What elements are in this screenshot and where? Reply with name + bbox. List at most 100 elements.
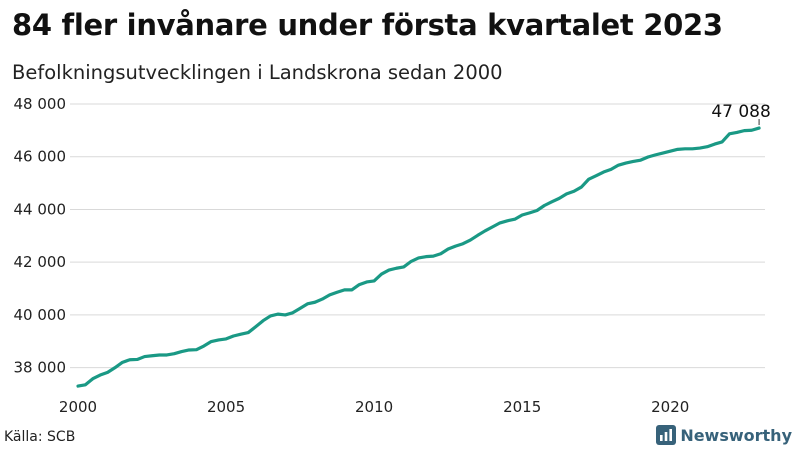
data-point (461, 242, 465, 245)
data-point (735, 131, 739, 134)
data-point (565, 192, 568, 196)
data-point (173, 352, 176, 355)
x-tick-label: 2000 (59, 398, 97, 416)
data-point (395, 267, 398, 270)
data-point (76, 384, 80, 388)
data-point (632, 160, 635, 163)
last-value-annotation: 47 088 (711, 102, 770, 122)
data-point (106, 371, 109, 374)
data-point (143, 355, 146, 358)
data-point (158, 353, 161, 357)
data-point (232, 334, 235, 338)
data-point (254, 325, 257, 328)
brand-logo[interactable]: Newsworthy (656, 425, 792, 445)
data-point (609, 168, 613, 171)
data-point (483, 229, 487, 233)
data-point (520, 213, 524, 217)
data-point (291, 311, 294, 314)
data-point (550, 200, 553, 204)
data-point (269, 314, 272, 318)
newsworthy-logo-icon (656, 425, 677, 445)
data-point (676, 148, 679, 151)
data-point (150, 354, 154, 357)
data-point (743, 129, 746, 132)
data-point (491, 225, 494, 229)
data-point (387, 268, 391, 272)
data-point (713, 142, 716, 146)
y-tick-label: 40 000 (14, 306, 67, 324)
data-point (247, 331, 250, 334)
data-point (639, 158, 642, 162)
data-point (284, 313, 287, 317)
y-tick-label: 38 000 (14, 359, 67, 377)
data-point (321, 297, 324, 301)
data-point (417, 256, 420, 260)
data-point (409, 260, 413, 263)
y-tick-label: 48 000 (14, 95, 67, 113)
data-point (535, 209, 539, 212)
data-point (261, 319, 265, 322)
data-point (187, 348, 191, 352)
data-point (469, 238, 472, 242)
data-point (557, 197, 561, 200)
data-point (84, 383, 87, 386)
data-point (165, 353, 169, 357)
data-point (498, 221, 502, 225)
data-point (750, 129, 753, 132)
y-axis-tick-labels: 38 000 40 000 42 000 44 000 46 000 48 000 (14, 95, 67, 377)
data-point (424, 255, 428, 258)
data-point (217, 338, 220, 342)
data-point (587, 177, 591, 181)
data-point (335, 291, 339, 294)
data-point (757, 126, 761, 130)
data-point (350, 288, 354, 292)
data-point (224, 337, 228, 341)
data-point (572, 190, 576, 193)
data-point (661, 151, 665, 155)
data-point (698, 146, 702, 150)
data-point (99, 373, 102, 377)
source-note: Källa: SCB (4, 429, 76, 445)
data-point (654, 153, 657, 157)
data-point (210, 340, 213, 343)
y-tick-label: 42 000 (14, 253, 67, 271)
data-point (720, 140, 724, 144)
data-point (580, 185, 583, 189)
data-point (683, 147, 687, 151)
x-tick-label: 2005 (207, 398, 245, 416)
x-tick-label: 2015 (503, 398, 541, 416)
data-point (706, 145, 709, 148)
data-point (239, 332, 243, 336)
data-point (476, 234, 479, 237)
y-tick-label: 46 000 (14, 148, 67, 166)
data-point (276, 312, 280, 316)
data-points (76, 126, 761, 388)
brand-name: Newsworthy (680, 425, 792, 445)
data-point (506, 219, 509, 222)
data-point (402, 265, 405, 269)
data-point (380, 272, 383, 276)
data-point (446, 247, 450, 251)
gridlines (70, 103, 765, 369)
data-point (91, 377, 95, 380)
data-point (454, 244, 457, 248)
y-tick-label: 44 000 (14, 200, 67, 218)
data-point (528, 211, 531, 215)
x-axis-tick-labels: 2000 2005 2010 2015 2020 (59, 398, 689, 416)
data-point (313, 301, 317, 304)
data-point (691, 147, 694, 151)
data-point (328, 293, 331, 297)
x-tick-label: 2010 (355, 398, 393, 416)
data-point (180, 350, 183, 353)
data-point (113, 366, 117, 369)
data-point (646, 155, 650, 159)
data-point (343, 288, 346, 292)
data-point (121, 361, 124, 364)
data-point (669, 149, 672, 153)
data-point (195, 348, 198, 351)
data-point (306, 302, 309, 306)
chart-subtitle: Befolkningsutvecklingen i Landskrona sed… (12, 61, 503, 84)
data-point (136, 358, 139, 361)
x-tick-label: 2020 (651, 398, 689, 416)
